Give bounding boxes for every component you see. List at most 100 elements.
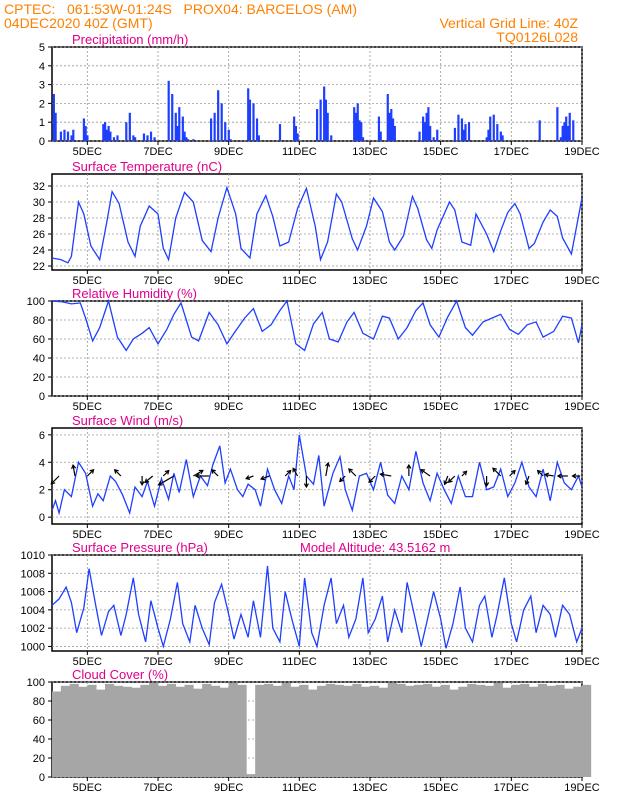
precip-bar <box>70 135 73 141</box>
cloud-bar <box>272 685 283 777</box>
wind-arrow <box>50 475 60 485</box>
precip-bar <box>538 120 541 141</box>
wind-arrow <box>162 470 170 477</box>
x-tick-label: 15DEC <box>423 275 459 287</box>
precip-bar <box>146 135 149 141</box>
y-tick-label: 60 <box>33 334 45 346</box>
x-tick-label: 5DEC <box>73 782 102 794</box>
panel-title: Surface Temperature (nC) <box>72 159 222 174</box>
x-tick-label: 13DEC <box>352 656 388 668</box>
precip-bar <box>72 129 75 141</box>
wind-arrow <box>544 473 554 477</box>
wind-arrow <box>114 469 122 477</box>
series-line <box>51 298 583 352</box>
x-tick-label: 17DEC <box>494 782 530 794</box>
precip-bar <box>326 112 329 141</box>
panel-title: Surface Pressure (hPa) <box>72 540 208 555</box>
x-tick-label: 9DEC <box>214 782 243 794</box>
precip-bar <box>467 122 471 141</box>
x-tick-label: 19DEC <box>564 275 600 287</box>
precip-bar <box>391 118 395 141</box>
y-tick-label: 2 <box>39 98 45 110</box>
x-tick-label: 5DEC <box>73 656 102 668</box>
precip-bar <box>112 137 116 141</box>
precip-bar <box>356 103 359 141</box>
precip-bar <box>353 107 356 141</box>
wind-arrow-head <box>510 469 516 475</box>
precip-bar <box>86 135 89 141</box>
cloud-bar <box>246 774 256 777</box>
y-tick-label: 1000 <box>21 641 45 653</box>
cloud-bar <box>52 691 62 777</box>
precip-bar <box>561 125 564 141</box>
cloud-bar <box>211 685 221 777</box>
cloud-bar <box>467 683 477 777</box>
x-tick-label: 17DEC <box>494 656 530 668</box>
precip-bar <box>252 103 255 141</box>
precip-bar <box>296 133 299 141</box>
panel-annotation: Model Altitude: 43.5162 m <box>300 540 450 555</box>
wind-arrow-head <box>524 480 530 486</box>
wind-arrow-head <box>325 461 331 467</box>
precip-bar <box>377 116 381 141</box>
x-tick-label: 7DEC <box>143 529 172 541</box>
cloud-bar <box>264 683 274 777</box>
precip-bar <box>432 137 435 141</box>
precip-bar <box>109 131 112 141</box>
wind-arrow <box>420 469 431 477</box>
x-tick-label: 11DEC <box>282 401 317 413</box>
y-tick-label: 20 <box>33 372 45 384</box>
y-tick-label: 28 <box>33 213 45 225</box>
precip-bar <box>104 122 107 141</box>
precip-bar <box>436 129 439 141</box>
cloud-bar <box>396 683 406 777</box>
y-tick-label: 30 <box>33 197 45 209</box>
precip-bar <box>210 118 213 141</box>
cloud-bar <box>237 684 247 777</box>
y-tick-label: 4 <box>39 457 45 469</box>
x-tick-label: 15DEC <box>423 529 459 541</box>
x-tick-label: 9DEC <box>214 401 243 413</box>
precip-bar <box>102 124 105 141</box>
precip-bar <box>128 112 131 141</box>
x-tick-label: 5DEC <box>73 529 102 541</box>
precip-bar <box>568 112 571 141</box>
x-tick-label: 13DEC <box>352 275 388 287</box>
wind-arrow <box>448 475 456 483</box>
precip-bar <box>153 137 156 141</box>
precip-bar <box>257 135 260 141</box>
cloud-bar <box>184 684 194 777</box>
precip-bar <box>149 131 153 141</box>
precip-bar <box>229 139 232 141</box>
wind-arrow <box>292 468 299 477</box>
precip-bar <box>422 116 425 141</box>
precip-bar <box>499 131 502 141</box>
x-tick-label: 17DEC <box>494 401 530 413</box>
cloud-bar <box>105 683 115 777</box>
y-tick-label: 80 <box>33 315 45 327</box>
x-tick-label: 17DEC <box>494 275 530 287</box>
y-tick-label: 0 <box>39 136 45 148</box>
y-tick-label: 1002 <box>21 623 45 635</box>
wind-arrow <box>380 473 392 477</box>
precip-bar <box>293 116 296 141</box>
wind-arrow <box>211 469 219 477</box>
precip-bar <box>501 135 504 141</box>
wind-arrow-head <box>368 478 374 484</box>
y-tick-label: 32 <box>33 181 45 193</box>
x-tick-label: 15DEC <box>423 782 459 794</box>
precip-bar <box>492 114 495 141</box>
x-tick-label: 5DEC <box>73 275 102 287</box>
wind-arrow <box>72 465 76 477</box>
x-tick-label: 7DEC <box>143 656 172 668</box>
precip-bar <box>427 107 430 141</box>
series-line <box>51 434 583 516</box>
precip-bar <box>116 135 119 141</box>
precip-bar <box>425 112 428 141</box>
y-tick-label: 4 <box>39 61 45 73</box>
x-tick-label: 13DEC <box>352 782 388 794</box>
precip-bar <box>247 88 250 141</box>
wind-arrow-head <box>348 468 353 474</box>
x-tick-label: 13DEC <box>352 146 388 158</box>
wind-arrow-head <box>286 469 292 475</box>
